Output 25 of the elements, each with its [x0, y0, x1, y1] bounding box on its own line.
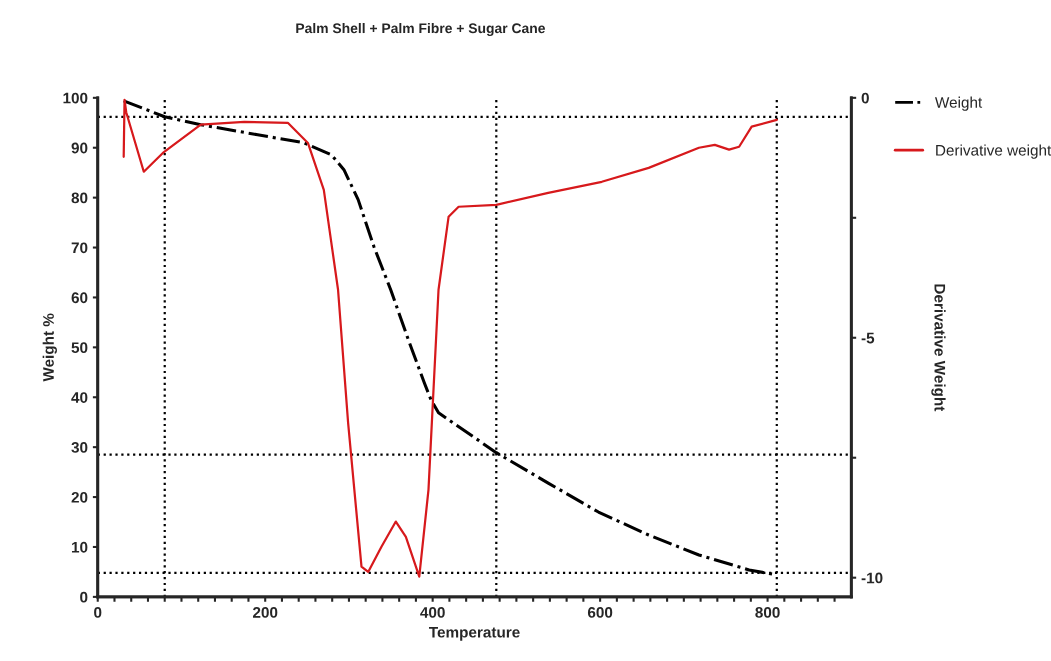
x-axis-title: Temperature: [428, 626, 520, 641]
y-axis-title: Weight %: [42, 313, 57, 382]
x-tick-label: 400: [420, 607, 445, 618]
y-tick-label: 60: [71, 292, 88, 304]
y2-tick-label: -10: [861, 572, 883, 584]
y-tick-label: 30: [71, 442, 88, 453]
y-tick-label: 50: [71, 342, 88, 354]
y2-axis-title: Derivative Weight: [931, 284, 946, 412]
x-tick-label: 200: [252, 607, 278, 618]
y-tick-label: 90: [71, 142, 88, 154]
x-tick-label: 800: [755, 607, 780, 618]
y-tick-label: 100: [63, 92, 88, 104]
legend-label: Derivative weight: [936, 144, 1051, 159]
y2-tick-label: 0: [861, 92, 869, 104]
legend-label: Weight: [934, 96, 983, 111]
y-tick-label: 80: [71, 192, 88, 204]
y-tick-label: 40: [71, 392, 88, 403]
y-tick-label: 10: [71, 541, 88, 553]
chart-title: Palm Shell + Palm Fibre + Sugar Cane: [296, 22, 545, 36]
x-tick-label: 600: [587, 607, 613, 618]
x-tick-label: 0: [94, 607, 102, 618]
y2-tick-label: -5: [861, 332, 875, 344]
y-tick-label: 0: [80, 591, 88, 603]
y-tick-label: 70: [71, 242, 88, 254]
y-tick-label: 20: [71, 491, 88, 503]
